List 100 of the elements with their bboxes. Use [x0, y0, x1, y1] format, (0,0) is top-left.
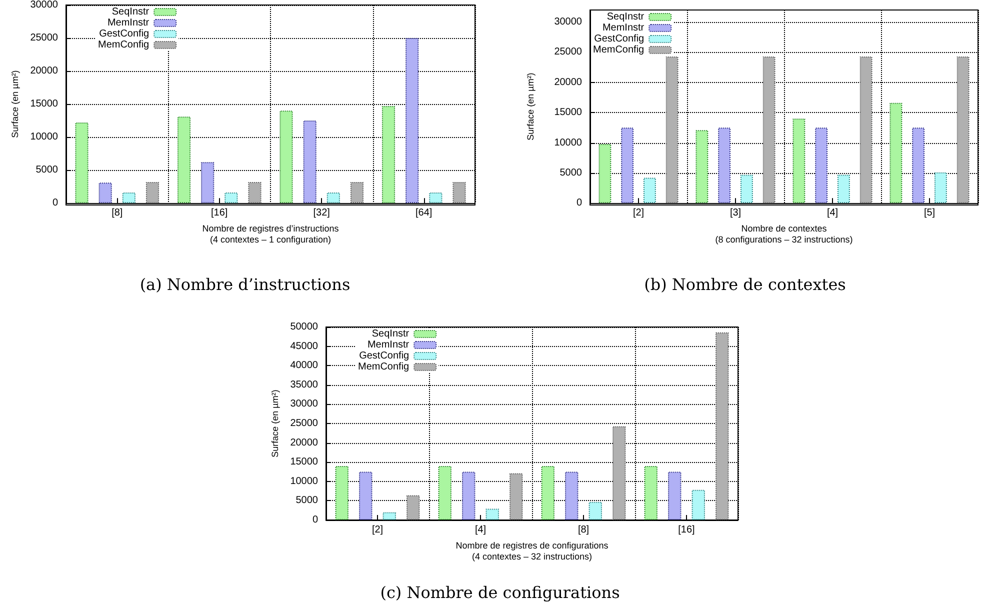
- y-axis-title: Surface (en µm²): [526, 72, 536, 140]
- bar: [692, 490, 705, 520]
- bar: [201, 162, 214, 204]
- x-axis-title: Nombre de registres d’instructions (4 contextes – 1 configuration): [202, 224, 340, 244]
- bar: [406, 495, 420, 520]
- bar: [716, 332, 729, 520]
- x-tick-label: [64]: [416, 208, 432, 219]
- bar: [912, 128, 925, 204]
- y-tick-label: 20000: [290, 437, 318, 448]
- x-tick-label: [4]: [826, 208, 838, 219]
- bar: [429, 192, 442, 204]
- bar: [406, 38, 419, 204]
- bar: [177, 116, 191, 204]
- legend-label: SeqInstr: [606, 12, 645, 22]
- y-tick-label: 35000: [290, 379, 318, 390]
- legend-label: MemConfig: [592, 44, 644, 56]
- legend-label: SeqInstr: [372, 328, 410, 340]
- x-tick-label: [8]: [112, 208, 123, 219]
- legend-label: MemConfig: [98, 40, 150, 50]
- x-tick-label: [2]: [372, 524, 384, 536]
- bar: [510, 473, 523, 520]
- x-tick-label: [8]: [578, 524, 590, 536]
- x-tick-label: [5]: [924, 208, 936, 219]
- bar: [643, 178, 656, 204]
- bar: [75, 122, 88, 204]
- x-tick-label: [16]: [678, 524, 696, 536]
- y-tick-label: 25000: [290, 418, 318, 429]
- bar: [326, 192, 340, 204]
- bar: [303, 120, 316, 204]
- legend-label: MemInstr: [107, 18, 150, 28]
- bar: [248, 182, 262, 204]
- x-axis-title: Nombre de registres de configurations (4 contextes – 32 instructions): [456, 540, 609, 562]
- x-tick-label: [16]: [211, 208, 228, 219]
- bar: [541, 466, 554, 520]
- y-tick-label: 15000: [30, 98, 58, 110]
- bar: [612, 426, 626, 520]
- bar: [644, 466, 658, 520]
- y-tick-label: 10000: [554, 137, 582, 148]
- bar: [452, 182, 466, 204]
- legend-label: MemConfig: [358, 362, 410, 372]
- y-tick-label: 0: [576, 198, 582, 209]
- y-tick-label: 0: [52, 198, 58, 209]
- text: (b) Nombre de contextes: [643, 275, 847, 294]
- y-tick-label: 40000: [290, 360, 318, 372]
- bar: [956, 56, 970, 204]
- y-tick-label: 20000: [30, 66, 58, 77]
- bar: [837, 174, 850, 204]
- y-tick-label: 15000: [554, 107, 582, 118]
- y-tick-label: 5000: [560, 167, 582, 178]
- y-tick-label: 45000: [290, 340, 318, 352]
- bar: [146, 182, 160, 204]
- x-axis-title: Nombre de contextes (8 configurations – 32 instructions): [715, 224, 853, 244]
- bar: [668, 472, 682, 520]
- y-tick-label: 30000: [554, 16, 582, 28]
- y-axis-title: Surface (en µm²): [10, 70, 20, 138]
- bar: [890, 102, 902, 204]
- bar: [740, 174, 753, 204]
- x-tick-label: [2]: [632, 208, 644, 219]
- bar: [792, 118, 806, 204]
- bar: [122, 192, 136, 204]
- bar: [696, 130, 708, 204]
- legend-label: MemInstr: [367, 340, 410, 350]
- y-tick-label: 0: [312, 514, 318, 526]
- y-tick-label: 10000: [290, 476, 318, 487]
- legend-label: MemInstr: [602, 22, 645, 34]
- bar: [588, 502, 602, 520]
- text: (a) Nombre d’instructions: [138, 275, 352, 294]
- bar: [462, 472, 476, 520]
- x-tick-label: [3]: [730, 208, 742, 219]
- y-tick-label: 15000: [290, 456, 318, 468]
- legend-label: GestConfig: [594, 34, 644, 44]
- y-tick-label: 20000: [554, 76, 582, 88]
- bar: [621, 128, 634, 204]
- bar: [815, 128, 828, 204]
- y-tick-label: 30000: [30, 0, 58, 10]
- legend-label: SeqInstr: [112, 6, 150, 18]
- y-tick-label: 30000: [290, 398, 318, 410]
- y-tick-label: 10000: [30, 132, 58, 143]
- bar: [934, 172, 947, 204]
- legend-label: GestConfig: [99, 28, 150, 40]
- y-tick-label: 25000: [554, 46, 582, 58]
- bar: [98, 182, 112, 204]
- bar: [860, 56, 872, 204]
- bar: [438, 466, 452, 520]
- bar: [335, 466, 348, 520]
- bar: [486, 508, 499, 520]
- y-tick-label: 5000: [36, 164, 58, 176]
- y-tick-label: 50000: [290, 322, 318, 332]
- bar: [598, 144, 612, 204]
- text: (c) Nombre de configurations: [379, 583, 621, 602]
- bar: [565, 472, 578, 520]
- y-tick-label: 25000: [30, 32, 58, 44]
- bar: [666, 56, 678, 204]
- x-tick-label: [32]: [313, 208, 330, 219]
- x-tick-label: [4]: [474, 524, 486, 536]
- bar: [350, 182, 364, 204]
- bar: [382, 512, 396, 520]
- legend-label: GestConfig: [359, 350, 410, 362]
- bar: [762, 56, 776, 204]
- y-tick-label: 5000: [296, 495, 318, 506]
